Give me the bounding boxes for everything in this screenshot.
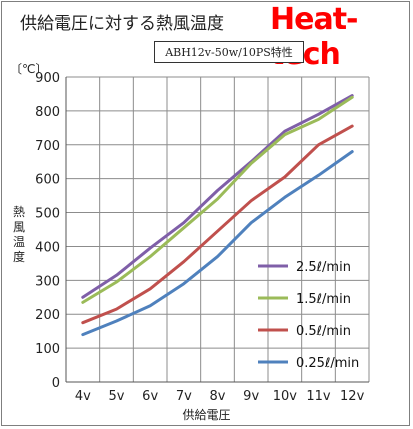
series-line-3 (81, 150, 354, 337)
x-tick-label: 6v (142, 389, 158, 404)
x-axis-label: 供給電圧 (182, 408, 231, 422)
x-tick-label: 11v (306, 389, 331, 404)
chart-subtitle: ABH12v-50w/10PS特性 (154, 41, 304, 63)
y-tick-label: 700 (35, 139, 60, 154)
y-tick-label: 200 (35, 308, 60, 323)
y-tick-label: 400 (35, 240, 60, 255)
x-tick-label: 8v (210, 389, 226, 404)
x-tick-label: 12v (340, 389, 365, 404)
y-tick-label: 0 (52, 376, 60, 391)
y-tick-label: 900 (35, 71, 60, 86)
legend-label: 0.5ℓ/min (296, 324, 351, 339)
x-tick-label: 9v (243, 389, 259, 404)
x-tick-label: 5v (109, 389, 125, 404)
y-tick-label: 500 (35, 207, 60, 222)
legend-label: 2.5ℓ/min (296, 260, 351, 275)
y-tick-label: 100 (35, 342, 60, 357)
y-tick-label: 800 (35, 105, 60, 120)
y-tick-label: 300 (35, 274, 60, 289)
legend-label: 1.5ℓ/min (296, 292, 351, 307)
y-axis-unit: 〔℃〕 (10, 62, 48, 76)
brand-logo-text: Heat-tech (270, 2, 359, 72)
chart-title: 供給電圧に対する熱風温度 (20, 14, 224, 34)
legend-label: 0.25ℓ/min (296, 356, 359, 371)
x-tick-label: 4v (75, 389, 91, 404)
series-line-0 (81, 94, 354, 299)
series-line-1 (81, 95, 354, 304)
x-tick-label: 10v (273, 389, 298, 404)
y-axis-label: 熱風温度 (12, 205, 25, 264)
series-line-2 (81, 124, 354, 325)
x-tick-label: 7v (176, 389, 192, 404)
y-tick-label: 600 (35, 173, 60, 188)
